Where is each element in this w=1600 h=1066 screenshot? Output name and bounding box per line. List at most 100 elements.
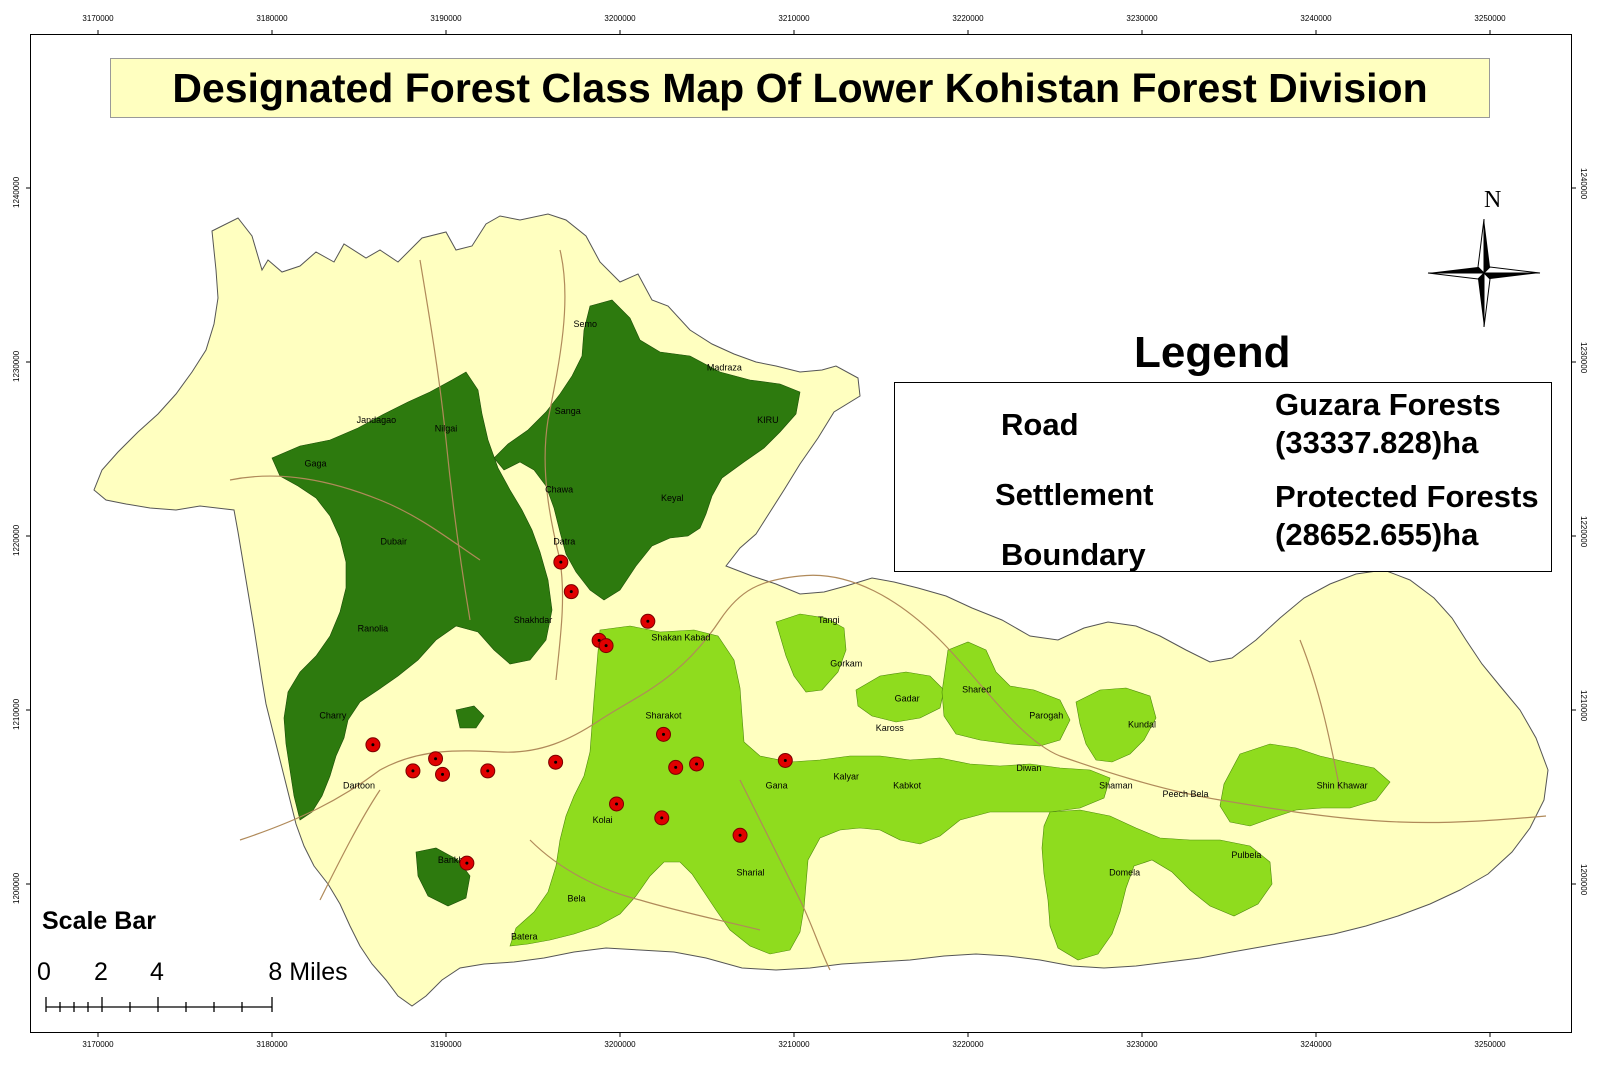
guzara-forest-gadar xyxy=(855,671,945,723)
forest-label-guzara: Kundal xyxy=(1128,719,1156,729)
settlement-marker[interactable] xyxy=(598,638,614,654)
forest-label-guzara: Pulbela xyxy=(1231,850,1261,860)
legend-box: Road Settlement Boundary Guzara Forests … xyxy=(894,382,1552,572)
settlement-marker[interactable] xyxy=(668,759,684,775)
settlement-marker[interactable] xyxy=(405,763,421,779)
forest-label-guzara: Shin Khawar xyxy=(1317,780,1368,790)
scale-label-2: 2 xyxy=(94,958,108,986)
forest-label-protected: KIRU xyxy=(757,415,779,425)
forest-label-protected: Dubair xyxy=(381,537,408,547)
settlement-marker[interactable] xyxy=(563,584,579,600)
north-arrow-icon xyxy=(1427,218,1541,328)
forest-label-protected: Dartoon xyxy=(343,780,375,790)
settlement-marker[interactable] xyxy=(689,756,705,772)
forest-label-guzara: Gana xyxy=(766,780,788,790)
scale-bar xyxy=(45,997,273,1012)
settlement-marker[interactable] xyxy=(435,766,451,782)
forest-label-guzara: Kabkot xyxy=(893,780,922,790)
tick-marks xyxy=(26,30,1576,1037)
x-tick-label-bottom: 3200000 xyxy=(604,1040,636,1049)
forest-label-protected: Bankhar xyxy=(438,855,472,865)
forest-label-guzara: Gadar xyxy=(895,693,920,703)
settlements[interactable] xyxy=(365,554,793,871)
road-branch-1 xyxy=(229,475,481,561)
forest-label-protected: Madraza xyxy=(707,363,742,373)
forest-label-guzara: Shaman xyxy=(1099,780,1133,790)
scale-label-4: 4 xyxy=(150,958,164,986)
forest-label-protected: Nilgai xyxy=(435,424,458,434)
x-tick-label-top: 3220000 xyxy=(952,14,984,23)
road-branch-3 xyxy=(739,779,831,971)
road-north xyxy=(544,249,566,681)
forest-label-guzara: Peech Bela xyxy=(1162,789,1208,799)
forest-label-protected: Chawa xyxy=(545,485,573,495)
settlement-marker[interactable] xyxy=(609,796,625,812)
settlement-marker[interactable] xyxy=(459,855,475,871)
x-tick-label-bottom: 3170000 xyxy=(82,1040,114,1049)
forest-label-protected: Gaga xyxy=(304,458,326,468)
forest-label-guzara: Gorkam xyxy=(830,659,862,669)
x-tick-label-top: 3200000 xyxy=(604,14,636,23)
x-tick-label-top: 3190000 xyxy=(430,14,462,23)
forest-label-protected: Datra xyxy=(553,537,575,547)
forest-label-guzara: Domela xyxy=(1109,867,1140,877)
road-branch-2 xyxy=(419,259,471,621)
x-tick-label-bottom: 3190000 xyxy=(430,1040,462,1049)
guzara-forest-shin-khawar xyxy=(1219,743,1391,827)
settlement-marker[interactable] xyxy=(656,726,671,742)
forest-label-guzara: Sharakot xyxy=(645,711,682,721)
settlement-marker[interactable] xyxy=(480,763,496,779)
map-title-box: Designated Forest Class Map Of Lower Koh… xyxy=(110,58,1490,118)
north-label: N xyxy=(1484,187,1502,213)
x-tick-label-top: 3210000 xyxy=(778,14,810,23)
protected-forest-bankhar xyxy=(415,847,471,907)
settlement-marker[interactable] xyxy=(732,827,748,843)
legend-title: Legend xyxy=(1134,328,1291,377)
guzara-forest-kundal xyxy=(1075,687,1157,763)
guzara-forest-domela xyxy=(1041,809,1273,961)
forest-label-guzara: Bela xyxy=(567,893,585,903)
settlement-marker[interactable] xyxy=(640,613,656,629)
boundary-area[interactable] xyxy=(93,213,1549,1007)
settlement-marker[interactable] xyxy=(428,751,444,767)
legend-guzara-label-1: Guzara Forests xyxy=(1275,387,1501,422)
legend-settlement-label: Settlement xyxy=(995,477,1154,512)
forest-label-protected: Sanga xyxy=(555,406,581,416)
legend-boundary-label: Boundary xyxy=(1001,537,1146,572)
x-tick-label-bottom: 3230000 xyxy=(1126,1040,1158,1049)
x-tick-label-bottom: 3180000 xyxy=(256,1040,288,1049)
x-tick-label-top: 3240000 xyxy=(1300,14,1332,23)
scale-label-8: 8 Miles xyxy=(268,958,348,986)
forest-label-protected: Ranolia xyxy=(358,624,389,634)
protected-forest-patch xyxy=(455,705,485,729)
legend-protected-label-1: Protected Forests xyxy=(1275,479,1539,514)
forest-label-guzara: Sharial xyxy=(736,867,764,877)
road-branch-4 xyxy=(529,839,761,931)
guzara-forests[interactable] xyxy=(509,613,1391,961)
forest-label-guzara: Kolai xyxy=(593,815,613,825)
forest-label-protected: Keyal xyxy=(661,493,684,503)
forest-label-protected: Charry xyxy=(319,711,347,721)
settlement-marker[interactable] xyxy=(777,752,793,768)
settlement-marker[interactable] xyxy=(548,754,564,770)
protected-forests[interactable] xyxy=(271,299,801,907)
guzara-forest-central xyxy=(509,625,1111,955)
settlement-marker[interactable] xyxy=(553,554,569,570)
forest-label-guzara: Kaross xyxy=(876,723,905,733)
guzara-forest-shared xyxy=(941,641,1071,747)
x-tick-label-top: 3170000 xyxy=(82,14,114,23)
x-tick-label-bottom: 3240000 xyxy=(1300,1040,1332,1049)
x-tick-label-top: 3180000 xyxy=(256,14,288,23)
legend-guzara-label-2: (33337.828)ha xyxy=(1275,425,1479,460)
forest-label-guzara: Shared xyxy=(962,685,991,695)
scale-bar-title: Scale Bar xyxy=(42,907,156,935)
settlement-marker[interactable] xyxy=(654,810,670,826)
road-main xyxy=(239,574,1547,841)
forest-label-guzara: Tangi xyxy=(818,615,840,625)
forest-label-guzara: Kalyar xyxy=(833,772,859,782)
settlement-marker[interactable] xyxy=(365,737,381,753)
forest-label-protected: Shakhdar xyxy=(514,615,553,625)
forest-label-guzara: Diwan xyxy=(1016,763,1041,773)
forest-label-guzara: Batera xyxy=(511,932,538,942)
